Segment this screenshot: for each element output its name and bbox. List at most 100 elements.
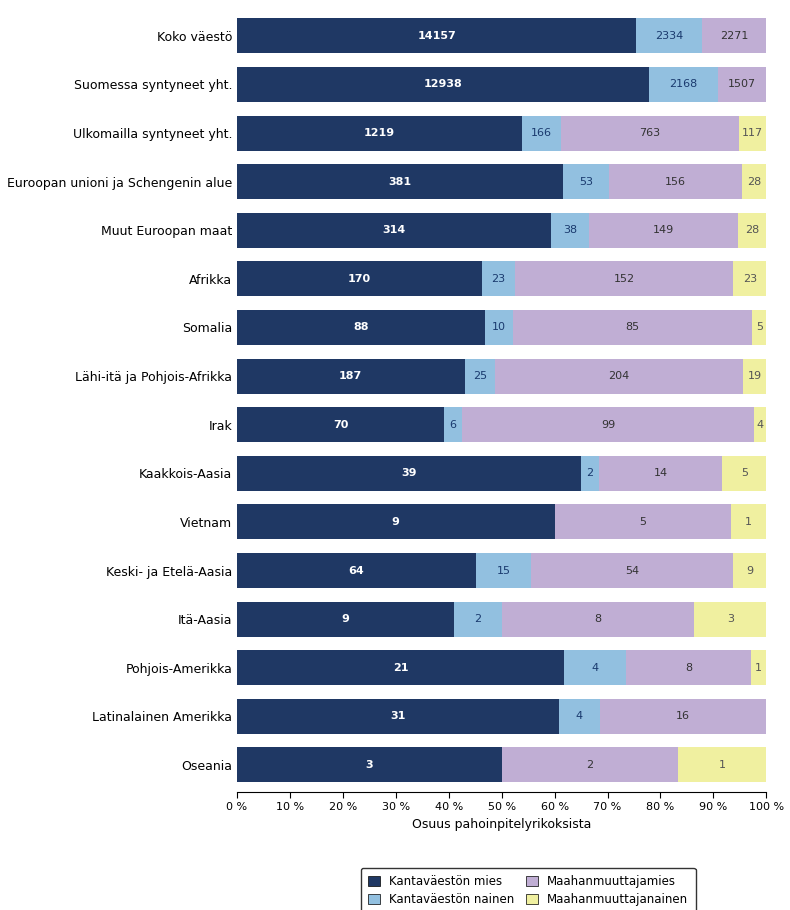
Bar <box>514 261 733 297</box>
Text: 166: 166 <box>531 128 551 138</box>
Bar <box>485 310 513 345</box>
Text: 9: 9 <box>392 517 400 527</box>
Text: 6: 6 <box>450 420 457 430</box>
Bar <box>237 747 502 783</box>
Bar <box>513 310 752 345</box>
Bar <box>237 602 453 637</box>
Text: 23: 23 <box>743 274 757 284</box>
Bar <box>555 504 731 540</box>
Bar <box>750 651 766 685</box>
Text: 4: 4 <box>576 712 583 722</box>
Text: 170: 170 <box>348 274 371 284</box>
Text: 149: 149 <box>653 226 675 236</box>
Bar <box>237 553 476 588</box>
Bar <box>600 699 766 733</box>
Text: 1219: 1219 <box>364 128 395 138</box>
Text: 4: 4 <box>757 420 764 430</box>
Bar <box>743 359 766 394</box>
Text: 156: 156 <box>665 177 686 187</box>
Bar <box>237 164 563 199</box>
Bar <box>237 407 444 442</box>
Text: 117: 117 <box>742 128 763 138</box>
Text: 70: 70 <box>333 420 348 430</box>
Text: 39: 39 <box>401 469 417 479</box>
Text: 1: 1 <box>755 662 762 672</box>
Bar <box>563 164 609 199</box>
Text: 3: 3 <box>727 614 734 624</box>
Bar <box>495 359 743 394</box>
Text: 381: 381 <box>389 177 412 187</box>
Text: 23: 23 <box>491 274 505 284</box>
Text: 88: 88 <box>353 322 369 332</box>
Bar <box>626 651 750 685</box>
Bar <box>694 602 766 637</box>
Bar <box>718 67 766 102</box>
Bar <box>559 699 600 733</box>
Text: 2: 2 <box>586 469 593 479</box>
Text: 5: 5 <box>741 469 748 479</box>
Bar <box>237 213 551 248</box>
Bar <box>743 164 766 199</box>
Text: 15: 15 <box>496 565 510 575</box>
Text: 4: 4 <box>592 662 599 672</box>
Text: 53: 53 <box>579 177 593 187</box>
Bar <box>237 18 637 54</box>
Text: 9: 9 <box>746 565 753 575</box>
Text: 54: 54 <box>625 565 639 575</box>
Text: 5: 5 <box>756 322 763 332</box>
Bar <box>599 456 722 490</box>
Bar <box>733 261 766 297</box>
Text: 1507: 1507 <box>728 79 756 89</box>
Bar <box>237 67 649 102</box>
Text: 2271: 2271 <box>720 31 748 41</box>
Bar <box>237 116 522 150</box>
Bar <box>637 18 702 54</box>
Bar <box>502 602 694 637</box>
Bar <box>564 651 626 685</box>
Bar <box>237 310 485 345</box>
Bar <box>702 18 766 54</box>
Bar <box>678 747 766 783</box>
Text: 2334: 2334 <box>655 31 683 41</box>
Text: 1: 1 <box>719 760 726 770</box>
Bar <box>551 213 589 248</box>
Text: 2: 2 <box>474 614 481 624</box>
Bar <box>237 504 555 540</box>
Bar <box>561 116 739 150</box>
Bar <box>237 699 559 733</box>
Text: 8: 8 <box>685 662 692 672</box>
Text: 14: 14 <box>653 469 668 479</box>
Text: 99: 99 <box>601 420 615 430</box>
Bar <box>237 651 564 685</box>
Text: 187: 187 <box>339 371 363 381</box>
Bar <box>482 261 514 297</box>
Bar <box>722 456 766 490</box>
Text: 152: 152 <box>613 274 634 284</box>
Text: 204: 204 <box>608 371 630 381</box>
Bar <box>739 116 766 150</box>
Bar <box>609 164 743 199</box>
Bar <box>476 553 532 588</box>
Text: 19: 19 <box>747 371 762 381</box>
Bar <box>532 553 733 588</box>
Bar <box>754 407 766 442</box>
Text: 21: 21 <box>393 662 408 672</box>
Legend: Kantaväestön mies, Kantaväestön nainen, Maahanmuuttajamies, Maahanmuuttajanainen: Kantaväestön mies, Kantaväestön nainen, … <box>361 868 695 910</box>
Text: 1: 1 <box>745 517 752 527</box>
Bar <box>502 747 678 783</box>
Text: 28: 28 <box>747 177 762 187</box>
Text: 14157: 14157 <box>417 31 456 41</box>
Bar <box>589 213 739 248</box>
Text: 12938: 12938 <box>423 79 462 89</box>
Text: 38: 38 <box>563 226 577 236</box>
Bar <box>522 116 561 150</box>
Bar <box>739 213 766 248</box>
Text: 763: 763 <box>639 128 660 138</box>
Text: 2: 2 <box>586 760 593 770</box>
Text: 3: 3 <box>366 760 373 770</box>
Text: 31: 31 <box>390 712 405 722</box>
Text: 16: 16 <box>676 712 690 722</box>
Text: 25: 25 <box>472 371 487 381</box>
Bar <box>461 407 754 442</box>
Bar <box>731 504 766 540</box>
